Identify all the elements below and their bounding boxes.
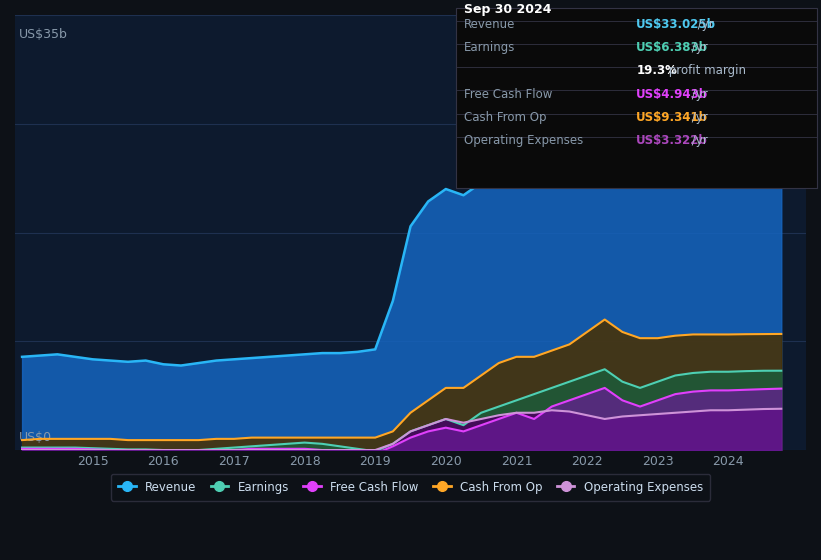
Text: 19.3%: 19.3% [636,64,677,77]
Text: /yr: /yr [688,87,708,101]
Text: Free Cash Flow: Free Cash Flow [464,87,553,101]
Text: US$0: US$0 [19,431,52,444]
Text: US$9.341b: US$9.341b [636,111,709,124]
Text: US$4.943b: US$4.943b [636,87,709,101]
Text: /yr: /yr [688,134,708,147]
Text: US$3.322b: US$3.322b [636,134,708,147]
Text: /yr: /yr [694,18,713,31]
Text: profit margin: profit margin [665,64,746,77]
Legend: Revenue, Earnings, Free Cash Flow, Cash From Op, Operating Expenses: Revenue, Earnings, Free Cash Flow, Cash … [111,474,710,501]
Text: US$33.025b: US$33.025b [636,18,716,31]
Text: Operating Expenses: Operating Expenses [464,134,583,147]
Text: Sep 30 2024: Sep 30 2024 [464,3,552,16]
Text: /yr: /yr [688,111,708,124]
Text: Earnings: Earnings [464,41,516,54]
Text: Revenue: Revenue [464,18,516,31]
Text: Cash From Op: Cash From Op [464,111,546,124]
Text: US$35b: US$35b [19,28,68,41]
Text: US$6.383b: US$6.383b [636,41,709,54]
Text: /yr: /yr [688,41,708,54]
